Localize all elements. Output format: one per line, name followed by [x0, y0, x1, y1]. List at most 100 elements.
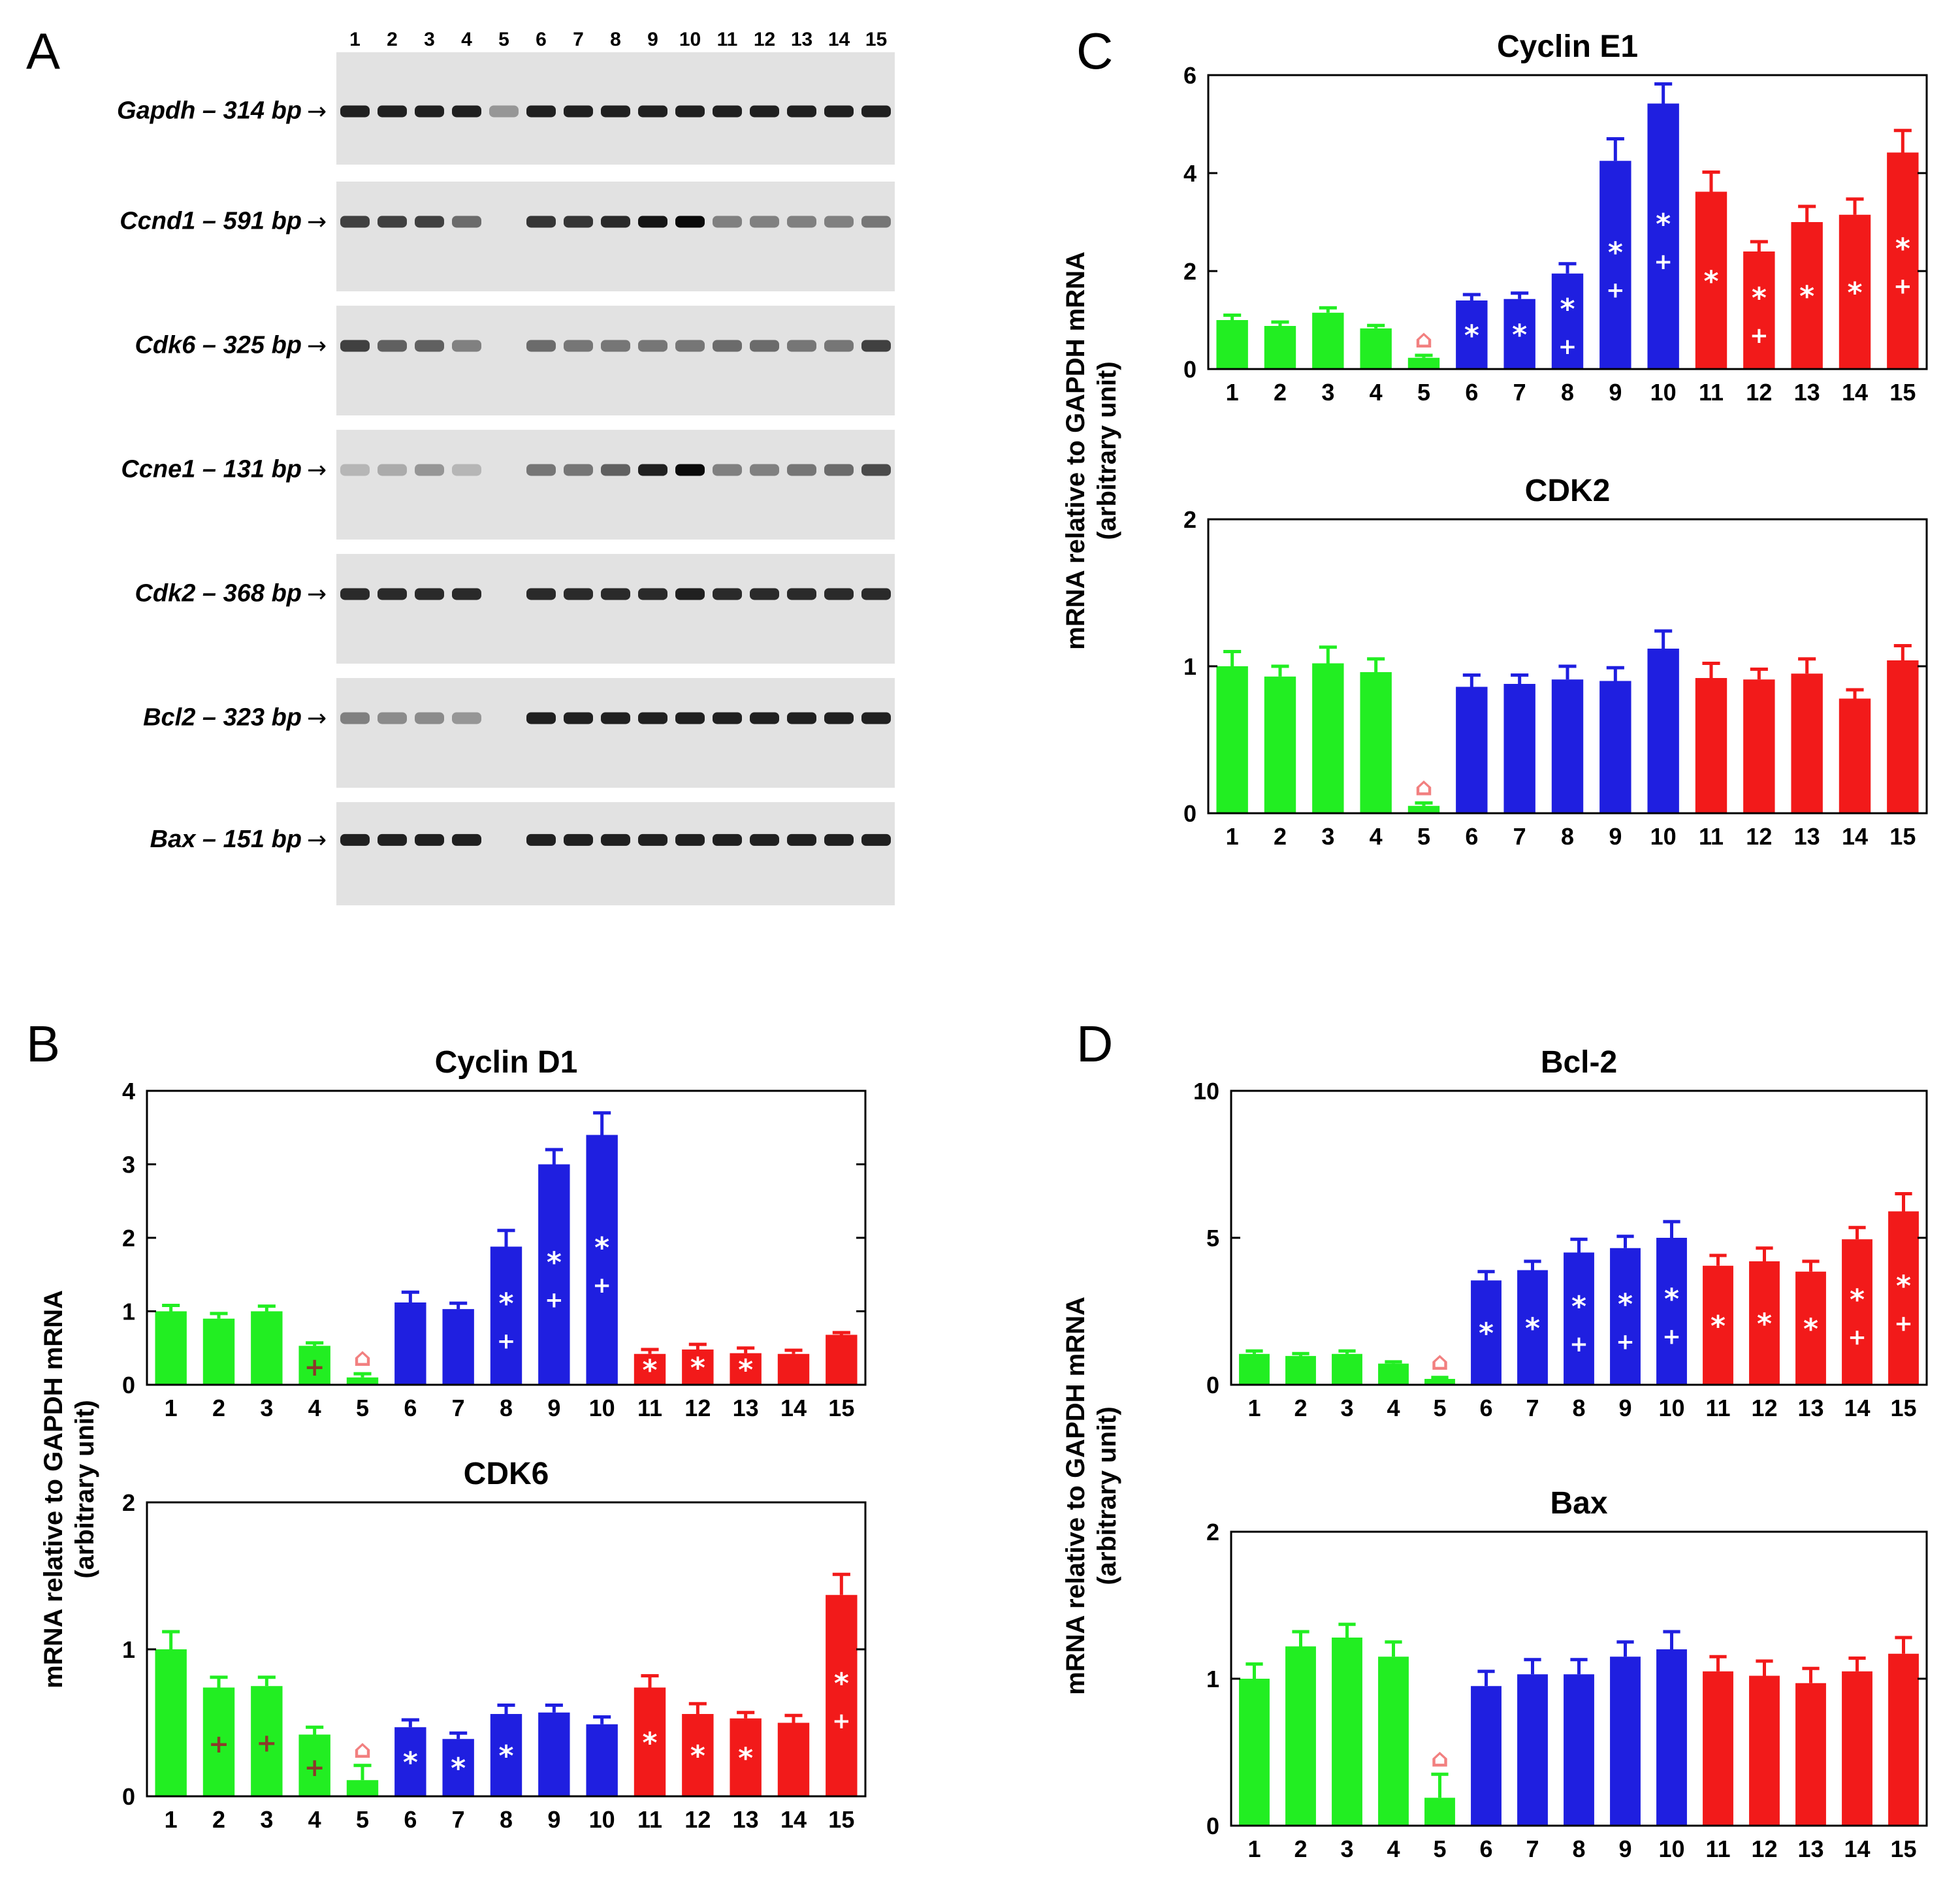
gel-gene-label: Bcl2 – 323 bp: [143, 703, 302, 731]
x-tick-label: 8: [1572, 1395, 1585, 1421]
bar: [1888, 1653, 1919, 1826]
gel-band: [340, 712, 370, 724]
x-tick-label: 7: [1526, 1835, 1539, 1862]
gel-lane-number: 5: [498, 29, 509, 50]
x-tick-label: 15: [828, 1806, 854, 1833]
bar: [1749, 1261, 1780, 1385]
gel-band: [713, 833, 742, 846]
bar: [1647, 649, 1679, 813]
bar: [1795, 1271, 1826, 1385]
x-tick-label: 2: [1294, 1395, 1307, 1421]
gel-band: [675, 340, 705, 352]
panel-label-b: B: [26, 1015, 60, 1073]
gel-band: [675, 712, 705, 724]
bar: [1216, 666, 1248, 813]
x-tick-label: 3: [260, 1806, 273, 1833]
bar: [1517, 1674, 1548, 1826]
gel-band: [415, 105, 444, 118]
gel-band: [824, 464, 854, 476]
bar: [1791, 222, 1823, 369]
x-tick-label: 1: [165, 1806, 178, 1833]
gel-lane-number: 1: [349, 29, 361, 50]
x-tick-label: 10: [589, 1806, 615, 1833]
y-tick-label: 3: [122, 1152, 135, 1178]
significance-marker: +: [256, 1729, 277, 1758]
significance-marker: *: [1479, 1317, 1494, 1350]
x-tick-label: 14: [1842, 823, 1868, 850]
gel-band: [638, 712, 667, 724]
gel-band: [601, 105, 630, 118]
gel-band: [601, 588, 630, 600]
x-tick-label: 1: [165, 1395, 178, 1421]
gel-band: [452, 340, 481, 352]
x-tick-label: 8: [500, 1395, 513, 1421]
ylabel-c-line1: mRNA relative to GAPDH mRNA: [1061, 251, 1090, 650]
gel-band: [787, 464, 816, 476]
significance-marker: *: [1664, 1283, 1679, 1316]
gel-gene-label: Cdk2 – 368 bp: [135, 579, 302, 607]
significance-marker: +: [832, 1708, 851, 1734]
bar: [394, 1727, 426, 1796]
gel-band: [564, 833, 593, 846]
gel-band: [787, 712, 816, 724]
panel-label-c: C: [1076, 22, 1113, 80]
bar: [1749, 1675, 1780, 1826]
gel-band: [675, 588, 705, 600]
gel-band: [713, 340, 742, 352]
arrow-right-icon: →: [307, 98, 327, 125]
y-tick-label: 0: [1183, 356, 1197, 383]
bar: [586, 1135, 618, 1385]
x-tick-label: 2: [1274, 823, 1287, 850]
chart-title: Cyclin D1: [435, 1045, 578, 1080]
gel-band: [452, 588, 481, 600]
bar: [394, 1302, 426, 1385]
gel-band: [601, 833, 630, 846]
y-tick-label: 2: [122, 1489, 135, 1516]
gel-band: [638, 588, 667, 600]
x-tick-label: 13: [1797, 1395, 1823, 1421]
x-tick-label: 5: [1417, 379, 1430, 406]
y-tick-label: 2: [1206, 1519, 1219, 1545]
significance-marker: +: [304, 1753, 325, 1782]
bar: [490, 1714, 522, 1796]
gel-band: [638, 105, 667, 118]
bar: [1695, 678, 1727, 813]
gel-band: [713, 216, 742, 228]
gel-band: [564, 340, 593, 352]
bar: [1564, 1252, 1594, 1385]
x-tick-label: 2: [1274, 379, 1287, 406]
bar: [1312, 663, 1344, 813]
gel-band: [378, 216, 407, 228]
gel-lane-number: 10: [679, 29, 701, 50]
gel-band: [675, 464, 705, 476]
bar: [1842, 1239, 1872, 1385]
gel-band: [526, 833, 556, 846]
bar: [1503, 684, 1535, 813]
gel-band: [564, 464, 593, 476]
significance-marker: *: [690, 1739, 705, 1773]
significance-marker: *: [1464, 319, 1479, 353]
x-tick-label: 8: [1561, 379, 1574, 406]
bar: [490, 1246, 522, 1385]
bar: [634, 1687, 666, 1796]
significance-marker: *: [834, 1667, 849, 1700]
x-tick-label: 6: [1465, 823, 1478, 850]
significance-marker: +: [1750, 323, 1769, 349]
significance-marker: +: [208, 1730, 229, 1758]
bar: [346, 1780, 379, 1796]
y-tick-label: 1: [122, 1636, 135, 1663]
significance-marker: +: [1569, 1331, 1588, 1357]
gel-band: [675, 216, 705, 228]
x-tick-label: 11: [637, 1806, 662, 1833]
bar: [155, 1311, 187, 1385]
bar: [1378, 1363, 1409, 1385]
bar: [1695, 191, 1727, 369]
gel-lane-number: 4: [461, 29, 472, 50]
bar: [155, 1649, 187, 1796]
gel-band: [452, 712, 481, 724]
x-tick-label: 9: [547, 1806, 560, 1833]
bar: [1610, 1657, 1641, 1826]
bar: [1839, 214, 1871, 369]
